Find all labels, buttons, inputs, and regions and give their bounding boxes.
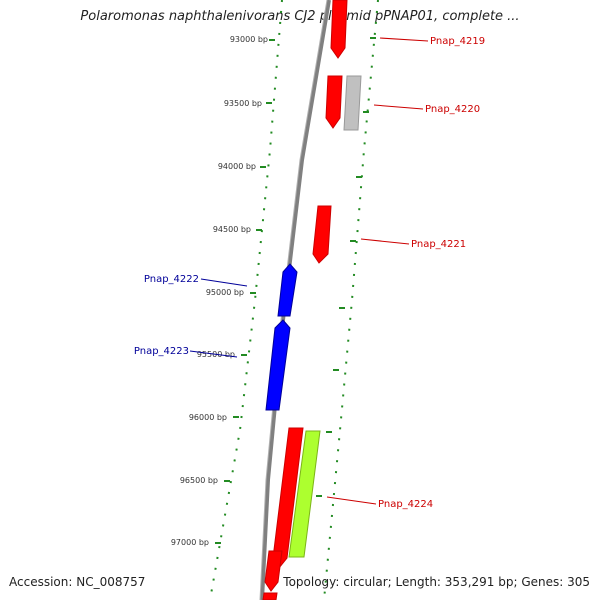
gene-label: Pnap_4224	[378, 499, 433, 510]
connector-line	[200, 278, 248, 287]
tick-label: 95000 bp	[206, 288, 244, 297]
gene-label: Pnap_4221	[411, 239, 466, 250]
accession-label: Accession: NC_008757	[9, 575, 146, 589]
gene-label: Pnap_4219	[430, 36, 485, 47]
gene-arrow	[288, 430, 321, 558]
gene-label: Pnap_4220	[425, 104, 480, 115]
connector-line	[189, 350, 238, 358]
tick-label: 97000 bp	[171, 538, 209, 547]
tick-label: 96500 bp	[180, 476, 218, 485]
gene-arrow	[277, 263, 298, 317]
tick-label: 94500 bp	[213, 225, 251, 234]
gene-labels: Pnap_4219 Pnap_4220 Pnap_4221 Pnap_4222 …	[134, 36, 485, 510]
label-connectors	[189, 37, 429, 505]
inner-dotted-track	[209, 0, 283, 600]
connector-line	[326, 496, 377, 505]
tick-label: 93500 bp	[224, 99, 262, 108]
tick-label: 94000 bp	[218, 162, 256, 171]
gene-arrow	[262, 592, 278, 600]
gene-label: Pnap_4222	[144, 274, 199, 285]
gene-label: Pnap_4223	[134, 346, 189, 357]
connector-line	[373, 104, 424, 110]
backbone	[259, 0, 331, 600]
connector-line	[360, 238, 410, 245]
gene-arrow	[265, 319, 291, 411]
tick-label: 93000 bp	[230, 35, 268, 44]
gene-arrow	[343, 75, 362, 131]
map-title: Polaromonas naphthalenivorans CJ2 plasmi…	[80, 9, 520, 24]
gene-arrow	[272, 427, 304, 569]
tick-label: 96000 bp	[189, 413, 227, 422]
outer-dotted-track	[323, 0, 379, 600]
topology-summary: Topology: circular; Length: 353,291 bp; …	[283, 575, 590, 589]
gene-arrow	[264, 550, 283, 592]
genes	[262, 0, 362, 600]
gene-arrow	[312, 205, 332, 264]
gene-arrow	[325, 75, 343, 129]
gene-arrow	[330, 0, 348, 59]
connector-line	[379, 37, 429, 42]
